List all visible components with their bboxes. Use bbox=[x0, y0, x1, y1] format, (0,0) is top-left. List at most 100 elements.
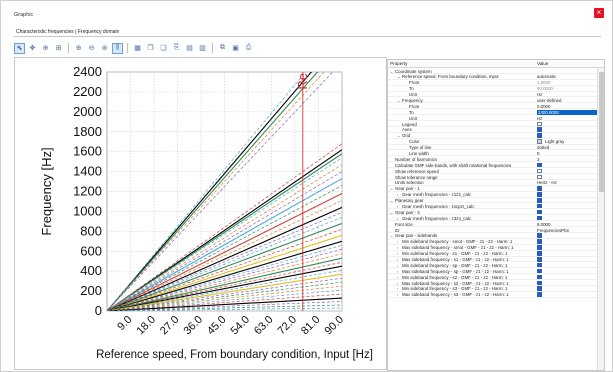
property-row[interactable]: Show tolerance range bbox=[388, 174, 598, 180]
property-row[interactable]: Unit Hz bbox=[388, 92, 598, 98]
expand-chevron-right-icon[interactable]: › bbox=[397, 192, 399, 198]
scrollbar-thumb[interactable] bbox=[599, 72, 604, 192]
property-checkbox[interactable] bbox=[537, 251, 542, 256]
expand-chevron-right-icon[interactable]: › bbox=[397, 280, 399, 286]
cursor-lines-icon[interactable]: ⫼ bbox=[112, 42, 123, 54]
property-checkbox[interactable] bbox=[537, 127, 542, 132]
zoom-out-icon[interactable]: ⊖ bbox=[88, 45, 95, 52]
grid-icon[interactable]: ▦ bbox=[134, 45, 141, 52]
property-row[interactable]: From 0.0000 bbox=[388, 103, 598, 110]
property-value[interactable]: Hz bbox=[537, 115, 543, 121]
property-row[interactable]: ⌄ Coordinate system bbox=[388, 68, 598, 74]
zoom-box-icon[interactable]: ⊞ bbox=[55, 45, 62, 52]
expand-chevron-right-icon[interactable]: › bbox=[397, 292, 399, 298]
property-row[interactable]: › Min sideband frequency - s3 - GMF - z1 … bbox=[388, 286, 598, 292]
property-row[interactable]: ⌄ Reference speed, From boundary conditio… bbox=[388, 74, 598, 80]
property-checkbox[interactable] bbox=[537, 274, 542, 280]
property-row[interactable]: › Max sideband frequency - s3 - GMF - z1 … bbox=[388, 292, 598, 298]
property-row[interactable]: ⌄ Gear pair - 3 bbox=[388, 209, 598, 216]
copy-data-icon[interactable]: ❏ bbox=[160, 45, 167, 52]
expand-chevron-right-icon[interactable]: › bbox=[397, 245, 399, 251]
expand-chevron-down-icon[interactable]: ⌄ bbox=[397, 97, 401, 103]
expand-chevron-down-icon[interactable]: ⌄ bbox=[390, 233, 394, 239]
zoom-window-icon[interactable]: ⊕ bbox=[75, 45, 82, 52]
expand-chevron-right-icon[interactable]: › bbox=[397, 274, 399, 280]
property-value[interactable]: FrequenciesPlot bbox=[537, 227, 569, 233]
property-value[interactable]: user-defined bbox=[537, 97, 562, 103]
property-value[interactable]: 90.0000 bbox=[537, 86, 553, 92]
export-icon[interactable]: ⎘ bbox=[173, 44, 180, 51]
property-scrollbar[interactable] bbox=[597, 68, 604, 370]
property-value[interactable]: 0.0000 bbox=[537, 103, 551, 109]
expand-chevron-down-icon[interactable]: ⌄ bbox=[390, 186, 394, 192]
property-checkbox[interactable] bbox=[537, 133, 542, 138]
zoom-in-icon[interactable]: ⊕ bbox=[42, 45, 49, 52]
property-value[interactable]: automatic bbox=[537, 74, 557, 80]
property-value[interactable]: 8.0000 bbox=[537, 221, 551, 227]
expand-chevron-right-icon[interactable]: › bbox=[397, 286, 399, 292]
property-value-editing[interactable]: 2400.0000 bbox=[537, 109, 598, 115]
close-button[interactable]: × bbox=[594, 8, 604, 18]
property-row[interactable]: › Gear mesh frequencies - z3z4_calc bbox=[388, 215, 598, 222]
property-value[interactable]: 3 bbox=[537, 156, 540, 162]
property-checkbox[interactable] bbox=[537, 233, 542, 238]
property-row[interactable]: › Max sideband frequency - s2 - GMF - z1 … bbox=[388, 280, 598, 286]
property-row[interactable]: › Max sideband frequency - s1 - GMF - z1 … bbox=[388, 257, 598, 263]
expand-chevron-down-icon[interactable]: ⌄ bbox=[397, 74, 401, 80]
property-row[interactable]: Color Light gray bbox=[388, 139, 598, 145]
property-value[interactable]: Hz bbox=[537, 92, 543, 98]
property-row[interactable]: ⌄ Planetary gear bbox=[388, 198, 598, 204]
property-checkbox[interactable] bbox=[537, 239, 542, 244]
property-row[interactable]: › Gear mesh frequencies - z1z2_calc bbox=[388, 192, 598, 198]
frequency-chart[interactable]: 0 200 400 600 800 1000 1200 1400 1600 1800 2000 220… bbox=[15, 58, 386, 369]
property-row[interactable]: Font size 8.0000 bbox=[388, 221, 598, 228]
print-preview-icon[interactable]: ⧉ bbox=[220, 44, 225, 51]
property-checkbox[interactable] bbox=[537, 257, 542, 262]
property-checkbox[interactable] bbox=[537, 162, 542, 168]
property-checkbox[interactable] bbox=[537, 174, 542, 180]
property-value[interactable]: dotted bbox=[537, 145, 550, 151]
property-row[interactable]: Legend bbox=[388, 121, 598, 127]
expand-chevron-right-icon[interactable]: › bbox=[397, 262, 399, 268]
property-row[interactable]: ⌄ Gear pair - sidebands bbox=[388, 233, 598, 239]
color-swatch[interactable] bbox=[537, 139, 542, 144]
property-row[interactable]: ⌄ Frequency user-defined bbox=[388, 97, 598, 104]
expand-chevron-right-icon[interactable]: › bbox=[397, 268, 399, 274]
property-checkbox[interactable] bbox=[537, 186, 542, 191]
expand-chevron-right-icon[interactable]: › bbox=[397, 257, 399, 262]
expand-chevron-down-icon[interactable]: ⌄ bbox=[390, 198, 394, 204]
property-row[interactable]: Units selection Hertz - Hz bbox=[388, 180, 598, 186]
property-value[interactable]: Hertz - Hz bbox=[537, 180, 557, 186]
property-row[interactable]: Axes bbox=[388, 127, 598, 133]
property-row[interactable]: › Min sideband frequency - s1 - GMF - z1 … bbox=[388, 251, 598, 257]
property-row[interactable]: To 2400.0000 bbox=[388, 109, 598, 116]
property-checkbox[interactable] bbox=[537, 121, 542, 127]
expand-chevron-right-icon[interactable]: › bbox=[397, 203, 399, 209]
tab-characteristic-frequencies[interactable]: Characteristic frequencies | Frequency d… bbox=[16, 29, 120, 35]
property-value[interactable]: 0 bbox=[537, 150, 540, 156]
property-checkbox[interactable] bbox=[537, 215, 542, 221]
property-checkbox[interactable] bbox=[537, 245, 542, 250]
copy-icon[interactable]: ❐ bbox=[147, 45, 154, 52]
property-row[interactable]: Show reference speed bbox=[388, 168, 598, 175]
property-row[interactable]: › Max sideband frequency - smot - GMF - z… bbox=[388, 245, 598, 251]
expand-chevron-down-icon[interactable]: ⌄ bbox=[397, 133, 401, 139]
value-column-header[interactable]: Value bbox=[537, 61, 549, 66]
zoom-fit-icon[interactable]: ⊛ bbox=[101, 45, 108, 52]
property-row[interactable]: Type of line dotted bbox=[388, 145, 598, 151]
pan-icon[interactable]: ✥ bbox=[29, 45, 36, 52]
property-value[interactable]: Light gray bbox=[545, 139, 565, 145]
table-icon[interactable]: ▤ bbox=[186, 45, 193, 52]
property-row[interactable]: › Min sideband frequency - smot - GMF - z… bbox=[388, 239, 598, 245]
property-row[interactable]: › Max sideband frequency - sp - GMF - z1 … bbox=[388, 268, 598, 275]
print-icon[interactable]: ⎙ bbox=[245, 44, 252, 51]
select-arrow-icon[interactable]: ⬉ bbox=[14, 42, 25, 54]
property-row[interactable]: From 1.0000 bbox=[388, 80, 598, 86]
expand-chevron-right-icon[interactable]: › bbox=[397, 215, 399, 221]
property-value[interactable]: 1.0000 bbox=[537, 80, 551, 86]
table-export-icon[interactable]: ▥ bbox=[199, 45, 206, 52]
property-checkbox[interactable] bbox=[537, 203, 542, 209]
property-checkbox[interactable] bbox=[537, 292, 542, 297]
property-checkbox[interactable] bbox=[537, 209, 542, 215]
property-row[interactable]: › Min sideband frequency - s2 - GMF - z1 … bbox=[388, 274, 598, 281]
